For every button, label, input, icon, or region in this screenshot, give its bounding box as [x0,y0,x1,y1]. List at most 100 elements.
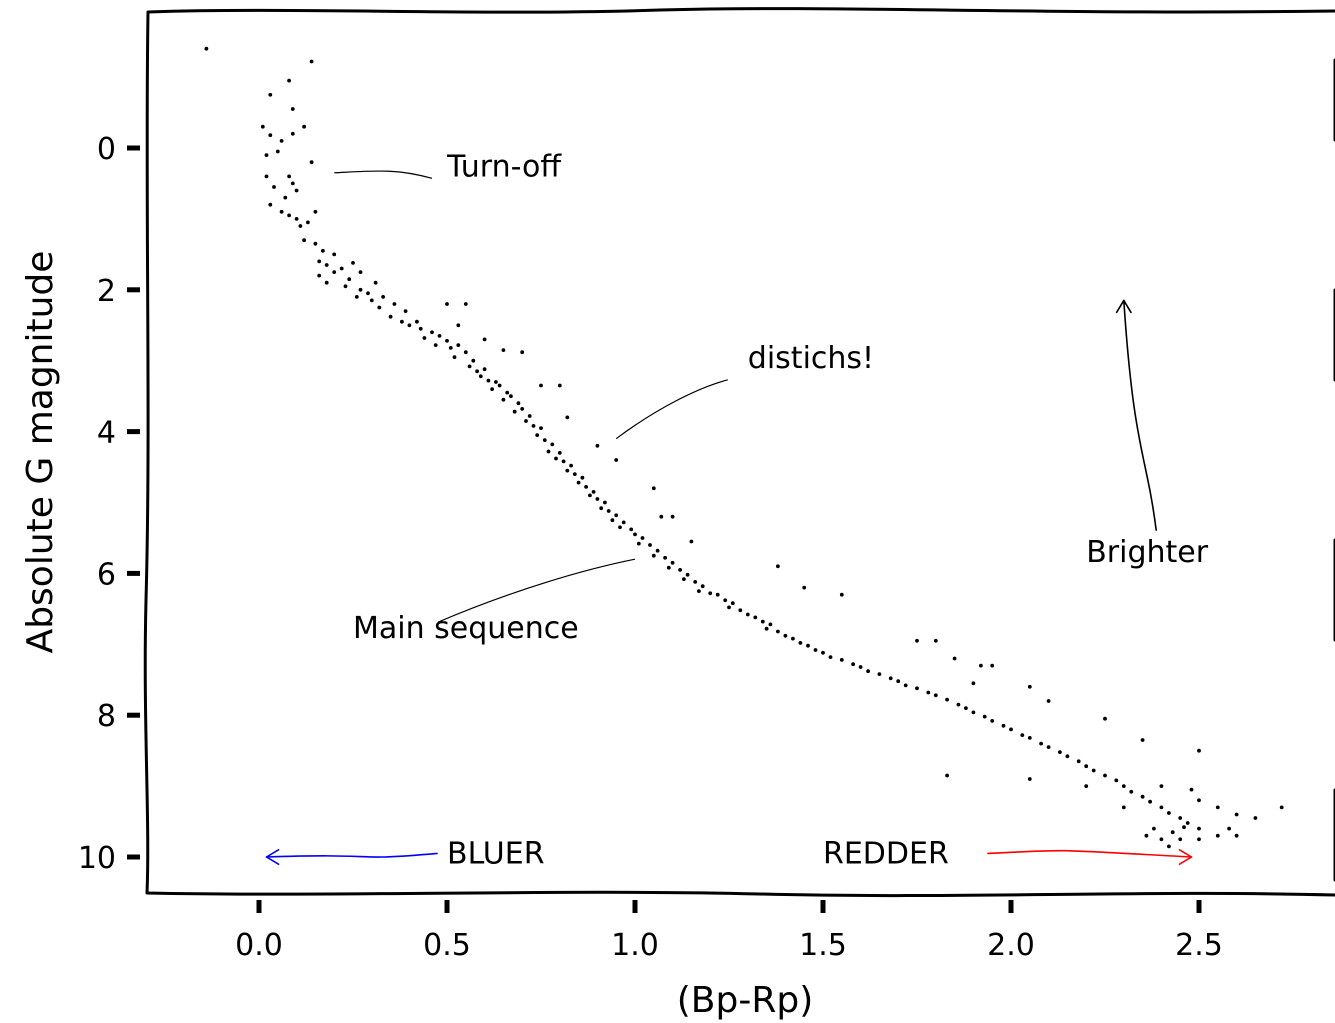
data-point [982,714,987,719]
data-point [1121,784,1126,788]
data-point [463,350,468,355]
data-point [1227,826,1231,831]
data-point [956,702,961,707]
data-point [415,319,419,324]
data-point [279,209,284,214]
y-tick-label: 2 [97,274,116,309]
data-point [915,686,919,691]
data-point [272,185,276,189]
data-point [260,124,265,129]
data-point [448,346,453,350]
data-point [1234,833,1239,838]
data-point [584,485,588,489]
data-point [670,560,675,565]
y-tick-label: 4 [97,416,116,451]
data-point [1197,826,1201,831]
data-point [888,676,893,681]
data-point [636,541,641,546]
data-point [791,636,795,641]
data-point [693,580,698,584]
data-point [640,536,645,540]
data-point [1058,750,1062,754]
data-point [463,302,468,306]
data-point [264,174,269,179]
data-point [945,697,949,702]
data-point [1027,777,1032,781]
data-point [294,188,299,193]
y-axis-label: Absolute G magnitude [20,251,61,654]
data-point [1234,812,1239,817]
data-point [1084,764,1089,769]
x-tick-label: 2.5 [1175,928,1223,963]
data-point [753,615,758,620]
data-point [595,497,600,501]
data-point [445,338,449,343]
data-point [1167,844,1171,849]
data-point [798,641,803,645]
data-point [403,309,408,313]
annotation-line [615,379,728,440]
data-point [539,383,543,388]
data-point [1152,826,1156,831]
data-point [1009,727,1013,732]
data-point [527,414,532,418]
data-point [979,663,983,668]
data-point [388,314,393,319]
data-point [588,493,592,498]
data-point [302,238,306,243]
data-point [1182,825,1186,830]
x-tick-label: 2.0 [987,928,1035,963]
data-point [520,407,525,411]
data-point [1091,768,1096,773]
data-point [1140,794,1145,799]
data-point [351,261,355,265]
data-point [467,364,472,369]
data-point [591,490,596,494]
data-point [275,149,280,154]
data-point [1167,811,1171,815]
data-point [339,266,344,271]
data-point [324,280,329,285]
data-point [321,248,325,253]
data-point [306,220,310,225]
data-point [727,605,731,610]
data-point [839,658,844,662]
data-point [1215,805,1220,810]
data-point [501,397,506,402]
data-point [1148,799,1152,804]
data-point [915,638,919,643]
annotation-label: REDDER [823,836,949,871]
data-point [595,443,600,448]
data-point [482,367,487,372]
data-point [670,514,675,519]
data-point [524,419,528,423]
data-point [501,348,506,352]
y-tick-label: 6 [97,557,116,592]
data-point [610,518,615,523]
data-point [494,380,498,384]
data-point [768,622,773,627]
data-point [283,195,288,200]
data-point [381,295,385,299]
data-point [708,591,713,596]
data-point [366,291,370,296]
data-point [298,224,303,228]
data-point [1215,833,1220,838]
annotation-arrowhead [265,849,280,865]
data-point [1039,741,1043,746]
data-point [1114,778,1119,783]
data-point [806,643,810,648]
data-point [990,719,995,723]
data-point [971,681,976,686]
data-point [971,710,976,715]
data-point [313,209,318,214]
data-point [478,374,483,379]
data-point [369,298,374,303]
data-point [903,683,908,688]
data-point [294,217,299,221]
data-point [776,564,780,569]
data-point [358,287,363,292]
data-point [542,438,547,442]
data-point [437,334,442,338]
data-point [599,506,604,511]
